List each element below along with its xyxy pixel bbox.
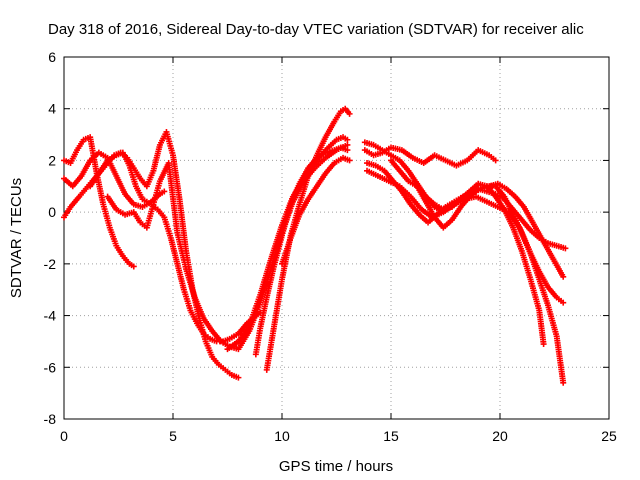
series-track-8 — [263, 105, 353, 373]
x-tick-label: 20 — [492, 428, 508, 444]
x-axis-label: GPS time / hours — [279, 458, 393, 475]
series-track-11 — [361, 144, 499, 169]
data-point — [161, 188, 168, 195]
series-track-15 — [414, 183, 567, 306]
plot-frame — [63, 56, 610, 420]
x-tick-label: 25 — [601, 428, 617, 444]
data-point — [540, 341, 547, 348]
y-tick-label: -8 — [44, 411, 57, 427]
y-tick-label: 2 — [48, 152, 56, 168]
chart-title: Day 318 of 2016, Sidereal Day-to-day VTE… — [48, 21, 584, 38]
data-point — [235, 374, 242, 381]
y-tick-label: 4 — [48, 101, 56, 117]
data-point — [560, 299, 567, 306]
series-track-5 — [104, 141, 351, 353]
y-axis-label: SDTVAR / TECUs — [8, 178, 25, 298]
data-point — [346, 110, 353, 117]
axis-ticks: 0 5 10 15 20 25 -8 -6 -4 -2 0 2 4 6 — [44, 49, 617, 444]
data-point — [130, 263, 137, 270]
data-point — [344, 136, 351, 143]
data-point — [492, 157, 499, 164]
data-points — [61, 105, 569, 386]
series-track-7 — [252, 144, 351, 358]
y-tick-label: 0 — [48, 204, 56, 220]
data-point — [562, 245, 569, 252]
x-tick-label: 15 — [383, 428, 399, 444]
data-point — [560, 379, 567, 386]
y-tick-label: -4 — [44, 308, 57, 324]
y-tick-label: -2 — [44, 256, 57, 272]
series-track-14 — [388, 157, 547, 348]
series-track-9 — [279, 154, 353, 267]
x-tick-label: 0 — [60, 428, 68, 444]
data-point — [346, 157, 353, 164]
grid — [64, 57, 609, 419]
x-tick-label: 10 — [274, 428, 290, 444]
data-point — [344, 141, 351, 148]
y-tick-label: 6 — [48, 49, 56, 65]
series-track-2 — [61, 134, 137, 270]
y-tick-label: -6 — [44, 359, 57, 375]
data-point — [560, 273, 567, 280]
x-tick-label: 5 — [169, 428, 177, 444]
data-point — [344, 147, 351, 154]
